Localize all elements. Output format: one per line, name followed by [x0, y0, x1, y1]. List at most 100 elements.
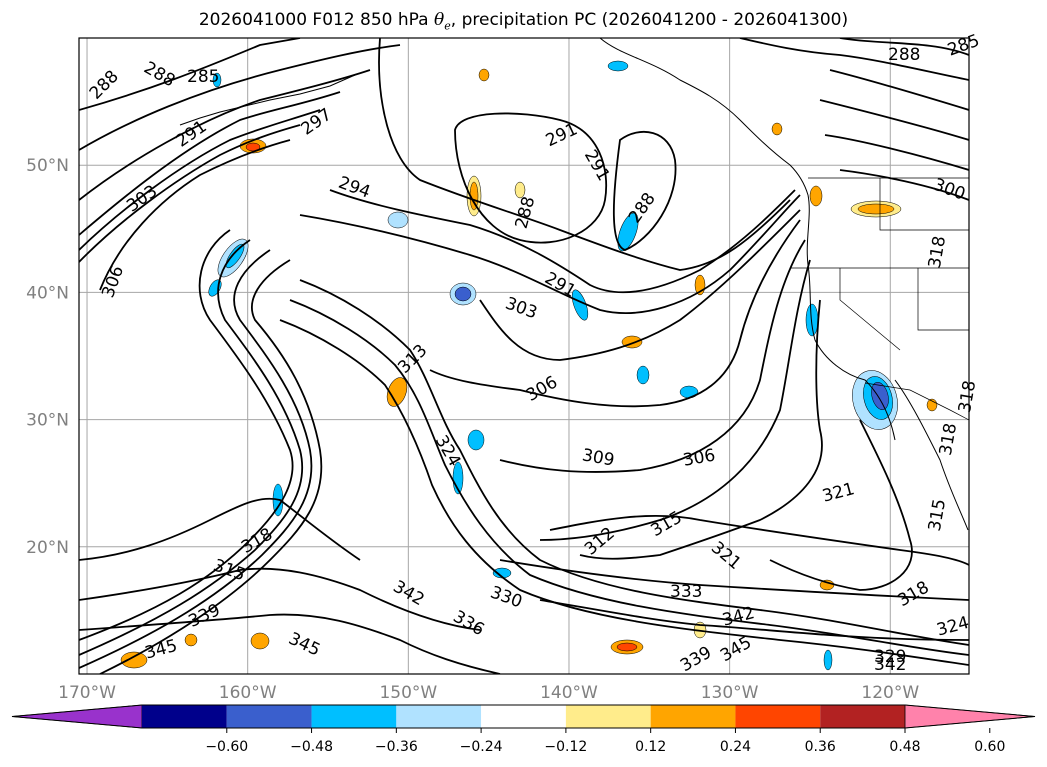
colorbar-tick-label: −0.12 — [544, 739, 587, 755]
contour-label: 342 — [874, 655, 906, 675]
colorbar-segment — [142, 705, 227, 728]
colorbar-segment — [820, 705, 905, 728]
state-border-4 — [917, 268, 969, 331]
contour-label: 285 — [945, 31, 982, 61]
coastline-aleutians — [179, 74, 356, 126]
contour-line — [79, 44, 401, 151]
contour-line — [79, 69, 371, 201]
contour-label: 285 — [187, 67, 219, 87]
lon-tick-label: 130°W — [701, 683, 759, 703]
contour-line — [79, 109, 321, 251]
colorbar-segment — [226, 705, 312, 728]
precip-blob — [636, 365, 650, 385]
precip-blob — [571, 289, 589, 321]
contour-line — [539, 599, 969, 641]
colorbar: −0.60 −0.48 −0.36 −0.24 −0.12 0.12 0.24 0.36 0.4… — [11, 704, 1036, 755]
theta-e-contours — [79, 38, 969, 674]
figure-title: 2026041000 F012 850 hPa θe, precipitatio… — [0, 10, 1047, 32]
precip-blob — [514, 181, 526, 199]
title-theta-sub: e — [444, 19, 451, 33]
lon-tick-labels: 170°W 160°W 150°W 140°W 130°W 120°W — [58, 683, 919, 703]
lon-tick-label: 140°W — [540, 683, 598, 703]
precip-blob — [387, 211, 409, 229]
colorbar-tick-label: −0.60 — [205, 739, 248, 755]
contour-line — [579, 299, 823, 560]
coastline-us-west — [806, 194, 896, 441]
precip-blob — [771, 122, 783, 136]
colorbar-segment — [650, 705, 736, 728]
contour-label: 329 — [874, 647, 906, 667]
colorbar-extend-min — [11, 704, 143, 729]
contour-line — [299, 279, 969, 646]
precip-blob — [250, 632, 270, 650]
contour-line — [479, 209, 801, 361]
precip-blob — [212, 72, 222, 88]
colorbar-tick-label: 0.48 — [889, 739, 920, 755]
lat-tick-label: 40°N — [26, 283, 69, 303]
lat-tick-label: 20°N — [26, 538, 69, 558]
coastline-alaska — [599, 38, 809, 196]
contour-line — [79, 124, 301, 263]
contour-line — [829, 69, 969, 111]
contour-label: 333 — [670, 582, 702, 602]
contour-line — [79, 497, 361, 561]
contour-label: 288 — [888, 45, 920, 65]
contour-label: 318 — [955, 379, 980, 414]
precip-shading — [120, 60, 938, 671]
contour-line — [769, 419, 913, 591]
precip-blob — [454, 286, 472, 302]
contour-line — [819, 99, 969, 141]
lon-tick-label: 160°W — [219, 683, 277, 703]
precip-blob — [823, 649, 833, 671]
lat-tick-label: 30°N — [26, 411, 69, 431]
contour-line — [99, 139, 291, 291]
precip-blob — [809, 185, 823, 207]
colorbar-tick-label: −0.48 — [290, 739, 333, 755]
contour-line — [79, 613, 501, 674]
precip-blob — [857, 203, 895, 215]
contour-line — [454, 112, 608, 244]
contour-line — [499, 559, 969, 601]
state-border-5 — [879, 178, 969, 231]
contour-line — [79, 249, 313, 669]
border-mexico — [864, 382, 969, 421]
colorbar-tick-label: 0.60 — [974, 739, 1005, 755]
contour-line — [279, 319, 969, 666]
lon-tick-label: 120°W — [861, 683, 919, 703]
map-panel: 288 288 285 288 285 297 291 303 306 294 … — [26, 31, 982, 703]
colorbar-segment — [565, 705, 651, 728]
precip-blob — [607, 60, 629, 72]
colorbar-tick-label: −0.24 — [460, 739, 503, 755]
precip-blob — [478, 68, 490, 82]
map-background — [79, 38, 969, 674]
lon-tick-label: 150°W — [379, 683, 437, 703]
colorbar-segment — [481, 705, 566, 728]
state-border-3 — [839, 268, 901, 351]
colorbar-segment — [311, 705, 397, 728]
contour-line — [739, 38, 969, 81]
contour-line — [299, 194, 801, 314]
contour-line — [79, 91, 341, 236]
coastline-baja — [894, 379, 969, 531]
contour-line — [499, 239, 806, 473]
contour-line — [612, 131, 677, 251]
contour-line — [79, 229, 294, 641]
colorbar-tick-label: 0.12 — [635, 739, 666, 755]
contour-line — [429, 219, 801, 408]
title-theta: θ — [434, 10, 445, 30]
colorbar-tick-label: 0.36 — [805, 739, 836, 755]
contour-line — [79, 567, 481, 631]
contour-line — [289, 299, 969, 656]
map-frame — [78, 37, 970, 675]
contour-line — [378, 38, 791, 271]
colorbar-tick-label: −0.36 — [375, 739, 418, 755]
contour-line — [329, 189, 796, 294]
lat-tick-label: 50°N — [26, 156, 69, 176]
colorbar-extend-max — [904, 704, 1036, 729]
precip-blob — [871, 382, 889, 410]
contour-line — [824, 134, 969, 171]
contour-line — [549, 514, 969, 566]
precip-blob — [467, 429, 485, 451]
contour-line — [99, 259, 323, 674]
